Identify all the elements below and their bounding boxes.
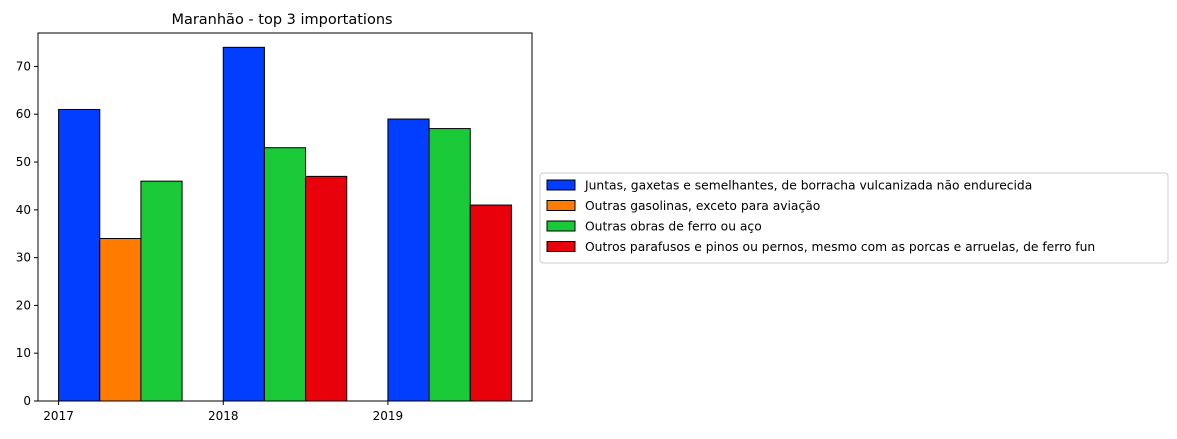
y-tick-label-50: 50	[16, 155, 31, 169]
bar-2019-series-2	[428, 128, 471, 402]
bar-2017-series-0	[58, 108, 101, 402]
y-tick-label-0: 0	[23, 394, 31, 408]
bar-2018-series-0	[222, 46, 265, 402]
bars-layer	[58, 46, 512, 402]
legend: Juntas, gaxetas e semelhantes, de borrac…	[539, 172, 1169, 264]
legend-box	[539, 172, 1169, 264]
y-tick-label-70: 70	[16, 59, 31, 73]
legend-swatch-1	[546, 200, 576, 211]
y-axis: 0 10 20 30 40 50 60 70	[16, 59, 38, 408]
bar-2019-series-0	[387, 118, 430, 402]
chart-title: Maranhão - top 3 importations	[171, 12, 392, 28]
bar-2018-series-3	[305, 175, 348, 402]
legend-swatch-0	[546, 179, 576, 191]
x-tick-label-2018: 2018	[208, 409, 239, 423]
y-tick-label-40: 40	[16, 203, 31, 217]
legend-label-2: Outras obras de ferro ou aço	[585, 220, 762, 234]
legend-label-3: Outros parafusos e pinos ou pernos, mesm…	[585, 240, 1095, 254]
x-tick-label-2017: 2017	[43, 409, 74, 423]
legend-label-0: Juntas, gaxetas e semelhantes, de borrac…	[584, 179, 1032, 193]
bar-2017-series-2	[140, 180, 183, 402]
legend-swatch-3	[546, 241, 576, 252]
bar-2018-series-2	[263, 147, 307, 402]
legend-label-1: Outras gasolinas, exceto para aviação	[585, 199, 820, 213]
y-tick-label-30: 30	[16, 251, 31, 265]
y-tick-label-10: 10	[16, 346, 31, 360]
bar-2019-series-3	[469, 204, 512, 402]
y-tick-label-60: 60	[16, 107, 31, 121]
legend-swatch-2	[546, 220, 576, 232]
x-axis: 2017 2018 2019	[43, 401, 403, 423]
x-tick-label-2019: 2019	[373, 409, 404, 423]
bar-2017-series-1	[99, 238, 142, 402]
y-tick-label-20: 20	[16, 298, 31, 312]
plot-frame	[37, 32, 533, 402]
